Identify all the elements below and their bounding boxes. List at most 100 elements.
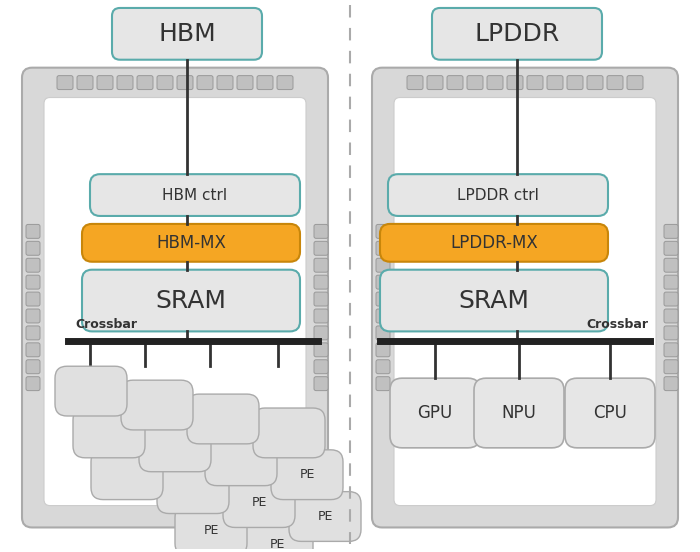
FancyBboxPatch shape — [197, 76, 213, 89]
Text: HBM ctrl: HBM ctrl — [162, 188, 228, 203]
FancyBboxPatch shape — [26, 376, 40, 391]
FancyBboxPatch shape — [607, 76, 623, 89]
FancyBboxPatch shape — [205, 436, 277, 486]
FancyBboxPatch shape — [372, 68, 678, 528]
FancyBboxPatch shape — [257, 76, 273, 89]
Text: PE: PE — [186, 482, 201, 495]
Text: PE: PE — [233, 454, 248, 468]
Text: PE: PE — [203, 524, 218, 537]
Text: CPU: CPU — [593, 404, 627, 422]
Text: Crossbar: Crossbar — [75, 319, 137, 331]
FancyBboxPatch shape — [664, 309, 678, 323]
FancyBboxPatch shape — [90, 174, 300, 216]
Text: PE: PE — [251, 496, 267, 509]
Text: PE: PE — [119, 468, 134, 481]
FancyBboxPatch shape — [664, 258, 678, 272]
FancyBboxPatch shape — [26, 360, 40, 374]
Text: PE: PE — [216, 412, 231, 426]
FancyBboxPatch shape — [117, 76, 133, 89]
FancyBboxPatch shape — [376, 360, 390, 374]
FancyBboxPatch shape — [447, 76, 463, 89]
FancyBboxPatch shape — [253, 408, 325, 458]
FancyBboxPatch shape — [177, 76, 193, 89]
Text: PE: PE — [281, 426, 297, 439]
FancyBboxPatch shape — [73, 408, 145, 458]
FancyBboxPatch shape — [314, 326, 328, 340]
FancyBboxPatch shape — [26, 343, 40, 357]
FancyBboxPatch shape — [314, 376, 328, 391]
FancyBboxPatch shape — [26, 275, 40, 289]
FancyBboxPatch shape — [26, 292, 40, 306]
FancyBboxPatch shape — [376, 258, 390, 272]
Text: NPU: NPU — [502, 404, 536, 422]
FancyBboxPatch shape — [217, 76, 233, 89]
FancyBboxPatch shape — [121, 380, 193, 430]
FancyBboxPatch shape — [407, 76, 423, 89]
FancyBboxPatch shape — [57, 76, 73, 89]
Text: HBM-MX: HBM-MX — [156, 234, 226, 252]
Text: LPDDR-MX: LPDDR-MX — [450, 234, 538, 252]
FancyBboxPatch shape — [91, 450, 163, 500]
Text: PE: PE — [83, 385, 99, 397]
FancyBboxPatch shape — [427, 76, 443, 89]
FancyBboxPatch shape — [664, 376, 678, 391]
FancyBboxPatch shape — [314, 309, 328, 323]
FancyBboxPatch shape — [376, 326, 390, 340]
Text: PE: PE — [102, 426, 117, 439]
FancyBboxPatch shape — [157, 464, 229, 513]
Text: PE: PE — [149, 399, 164, 412]
FancyBboxPatch shape — [627, 76, 643, 89]
FancyBboxPatch shape — [664, 326, 678, 340]
FancyBboxPatch shape — [314, 258, 328, 272]
FancyBboxPatch shape — [314, 360, 328, 374]
FancyBboxPatch shape — [82, 224, 300, 262]
FancyBboxPatch shape — [314, 241, 328, 255]
Text: HBM: HBM — [158, 22, 216, 46]
FancyBboxPatch shape — [22, 68, 328, 528]
FancyBboxPatch shape — [376, 292, 390, 306]
Text: SRAM: SRAM — [155, 289, 227, 312]
Text: Crossbar: Crossbar — [586, 319, 648, 331]
FancyBboxPatch shape — [55, 366, 127, 416]
FancyBboxPatch shape — [376, 225, 390, 238]
Text: LPDDR ctrl: LPDDR ctrl — [457, 188, 539, 203]
FancyBboxPatch shape — [26, 326, 40, 340]
FancyBboxPatch shape — [157, 76, 173, 89]
FancyBboxPatch shape — [77, 76, 93, 89]
FancyBboxPatch shape — [314, 225, 328, 238]
FancyBboxPatch shape — [241, 519, 313, 552]
FancyBboxPatch shape — [474, 378, 564, 448]
Text: SRAM: SRAM — [458, 289, 529, 312]
FancyBboxPatch shape — [277, 76, 293, 89]
FancyBboxPatch shape — [467, 76, 483, 89]
FancyBboxPatch shape — [289, 492, 361, 542]
FancyBboxPatch shape — [97, 76, 113, 89]
FancyBboxPatch shape — [664, 292, 678, 306]
FancyBboxPatch shape — [664, 225, 678, 238]
Text: GPU: GPU — [417, 404, 453, 422]
FancyBboxPatch shape — [565, 378, 655, 448]
FancyBboxPatch shape — [237, 76, 253, 89]
FancyBboxPatch shape — [567, 76, 583, 89]
FancyBboxPatch shape — [507, 76, 523, 89]
FancyBboxPatch shape — [380, 270, 608, 331]
FancyBboxPatch shape — [26, 225, 40, 238]
FancyBboxPatch shape — [175, 506, 247, 552]
FancyBboxPatch shape — [376, 241, 390, 255]
Text: PE: PE — [300, 468, 315, 481]
FancyBboxPatch shape — [137, 76, 153, 89]
FancyBboxPatch shape — [664, 275, 678, 289]
FancyBboxPatch shape — [376, 275, 390, 289]
FancyBboxPatch shape — [432, 8, 602, 60]
FancyBboxPatch shape — [587, 76, 603, 89]
FancyBboxPatch shape — [187, 394, 259, 444]
Text: PE: PE — [270, 538, 285, 551]
FancyBboxPatch shape — [223, 477, 295, 528]
FancyBboxPatch shape — [664, 360, 678, 374]
FancyBboxPatch shape — [314, 292, 328, 306]
FancyBboxPatch shape — [527, 76, 543, 89]
FancyBboxPatch shape — [664, 343, 678, 357]
FancyBboxPatch shape — [380, 224, 608, 262]
FancyBboxPatch shape — [26, 309, 40, 323]
FancyBboxPatch shape — [26, 241, 40, 255]
